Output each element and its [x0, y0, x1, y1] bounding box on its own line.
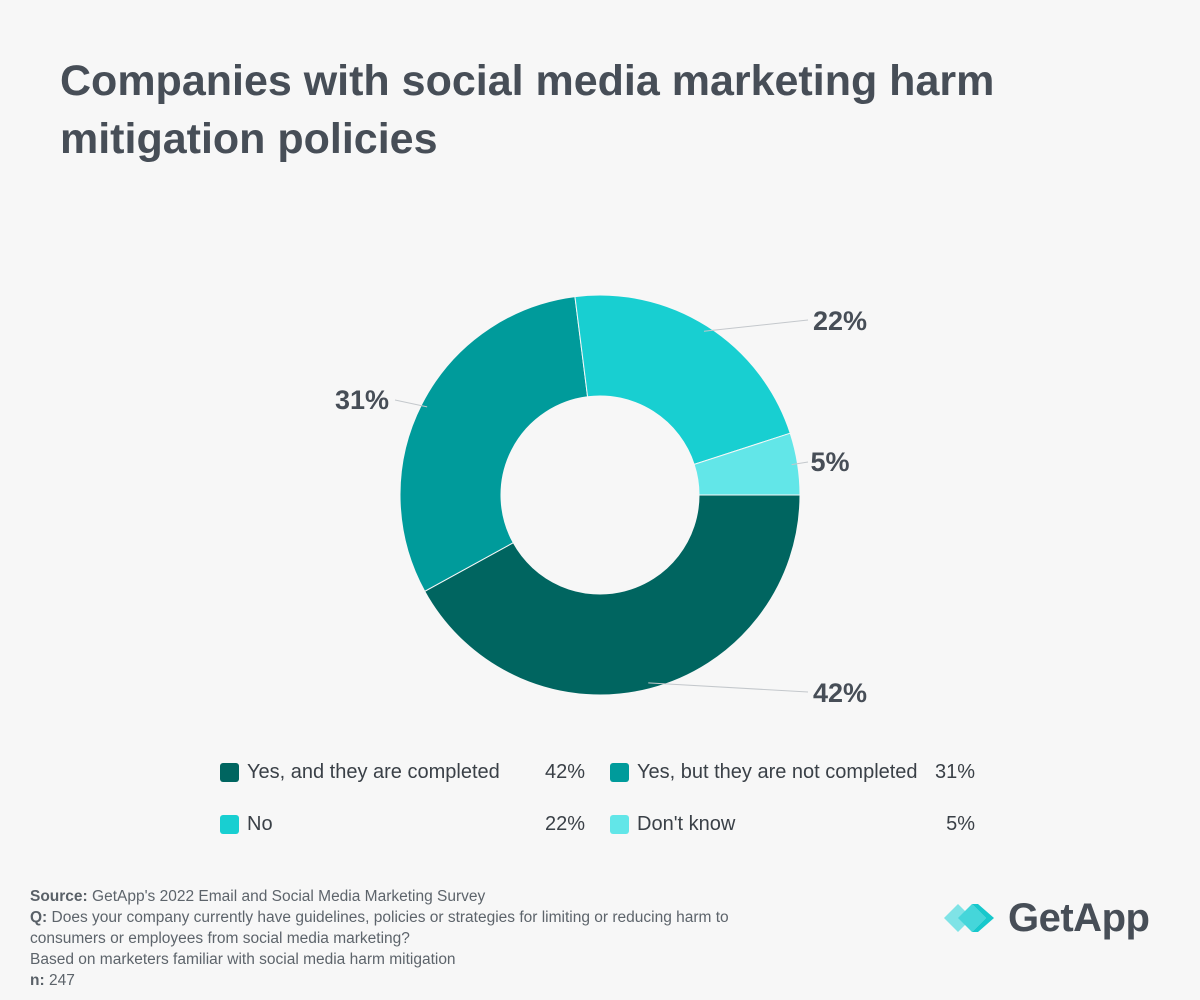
legend-item-yes-completed: Yes, and they are completed 42%	[220, 757, 585, 787]
slice-label-yes-but-they-are-not-completed: 31%	[335, 385, 389, 415]
legend-swatch	[610, 814, 629, 834]
leader-line-yes-but-they-are-not-completed	[394, 399, 428, 408]
leader-line-don-t-know	[791, 461, 809, 466]
legend-item-no: No 22%	[220, 809, 585, 839]
legend-label: Yes, but they are not completed	[637, 760, 918, 783]
legend-value: 42%	[544, 760, 585, 783]
footnotes: Source: GetApp's 2022 Email and Social M…	[30, 886, 860, 991]
leader-lines	[394, 319, 809, 693]
donut-slices	[399, 294, 801, 696]
legend-label: Yes, and they are completed	[247, 760, 500, 783]
sample-size-label: n:	[30, 972, 45, 989]
question-line: Q: Does your company currently have guid…	[30, 907, 860, 928]
legend-label: Don't know	[637, 812, 736, 835]
question-label: Q:	[30, 909, 48, 926]
getapp-logo-text: GetApp	[1008, 895, 1150, 940]
sample-size-line: n: 247	[30, 970, 860, 991]
getapp-logo: GetApp	[944, 895, 1150, 940]
donut-chart: 42% 31% 22% 5%	[335, 294, 867, 708]
question-text: Does your company currently have guideli…	[51, 909, 729, 926]
legend-swatch	[610, 762, 629, 782]
source-text: GetApp's 2022 Email and Social Media Mar…	[92, 888, 486, 905]
base-line: Based on marketers familiar with social …	[30, 951, 456, 968]
legend-label: No	[247, 812, 273, 835]
legend-swatch	[220, 762, 239, 782]
donut-slice-don-t-know	[693, 432, 801, 496]
legend-value: 31%	[934, 760, 975, 783]
slice-label-yes-and-they-are-completed: 42%	[813, 678, 867, 708]
legend-swatch	[220, 814, 239, 834]
leader-line-no	[703, 319, 809, 332]
getapp-chevrons-icon	[944, 904, 994, 932]
donut-slice-no	[574, 294, 791, 466]
chart-title: Companies with social media marketing ha…	[60, 57, 995, 163]
donut-slice-yes-and-they-are-completed	[424, 494, 801, 696]
question-line-2: consumers or employees from social media…	[30, 930, 410, 947]
legend-item-dont-know: Don't know 5%	[610, 809, 975, 839]
legend: Yes, and they are completed 42% Yes, but…	[220, 757, 980, 867]
legend-value: 5%	[946, 812, 975, 835]
slice-label-no: 22%	[813, 306, 867, 336]
slice-label-don-t-know: 5%	[810, 447, 849, 477]
legend-value: 22%	[544, 812, 585, 835]
leader-line-yes-and-they-are-completed	[648, 682, 809, 693]
source-label: Source:	[30, 888, 88, 905]
slice-labels: 42% 31% 22% 5%	[335, 306, 867, 708]
sample-size-value: 247	[48, 972, 75, 989]
source-line: Source: GetApp's 2022 Email and Social M…	[30, 886, 860, 907]
legend-item-yes-not-completed: Yes, but they are not completed 31%	[610, 757, 975, 787]
donut-slice-yes-but-they-are-not-completed	[399, 296, 589, 593]
